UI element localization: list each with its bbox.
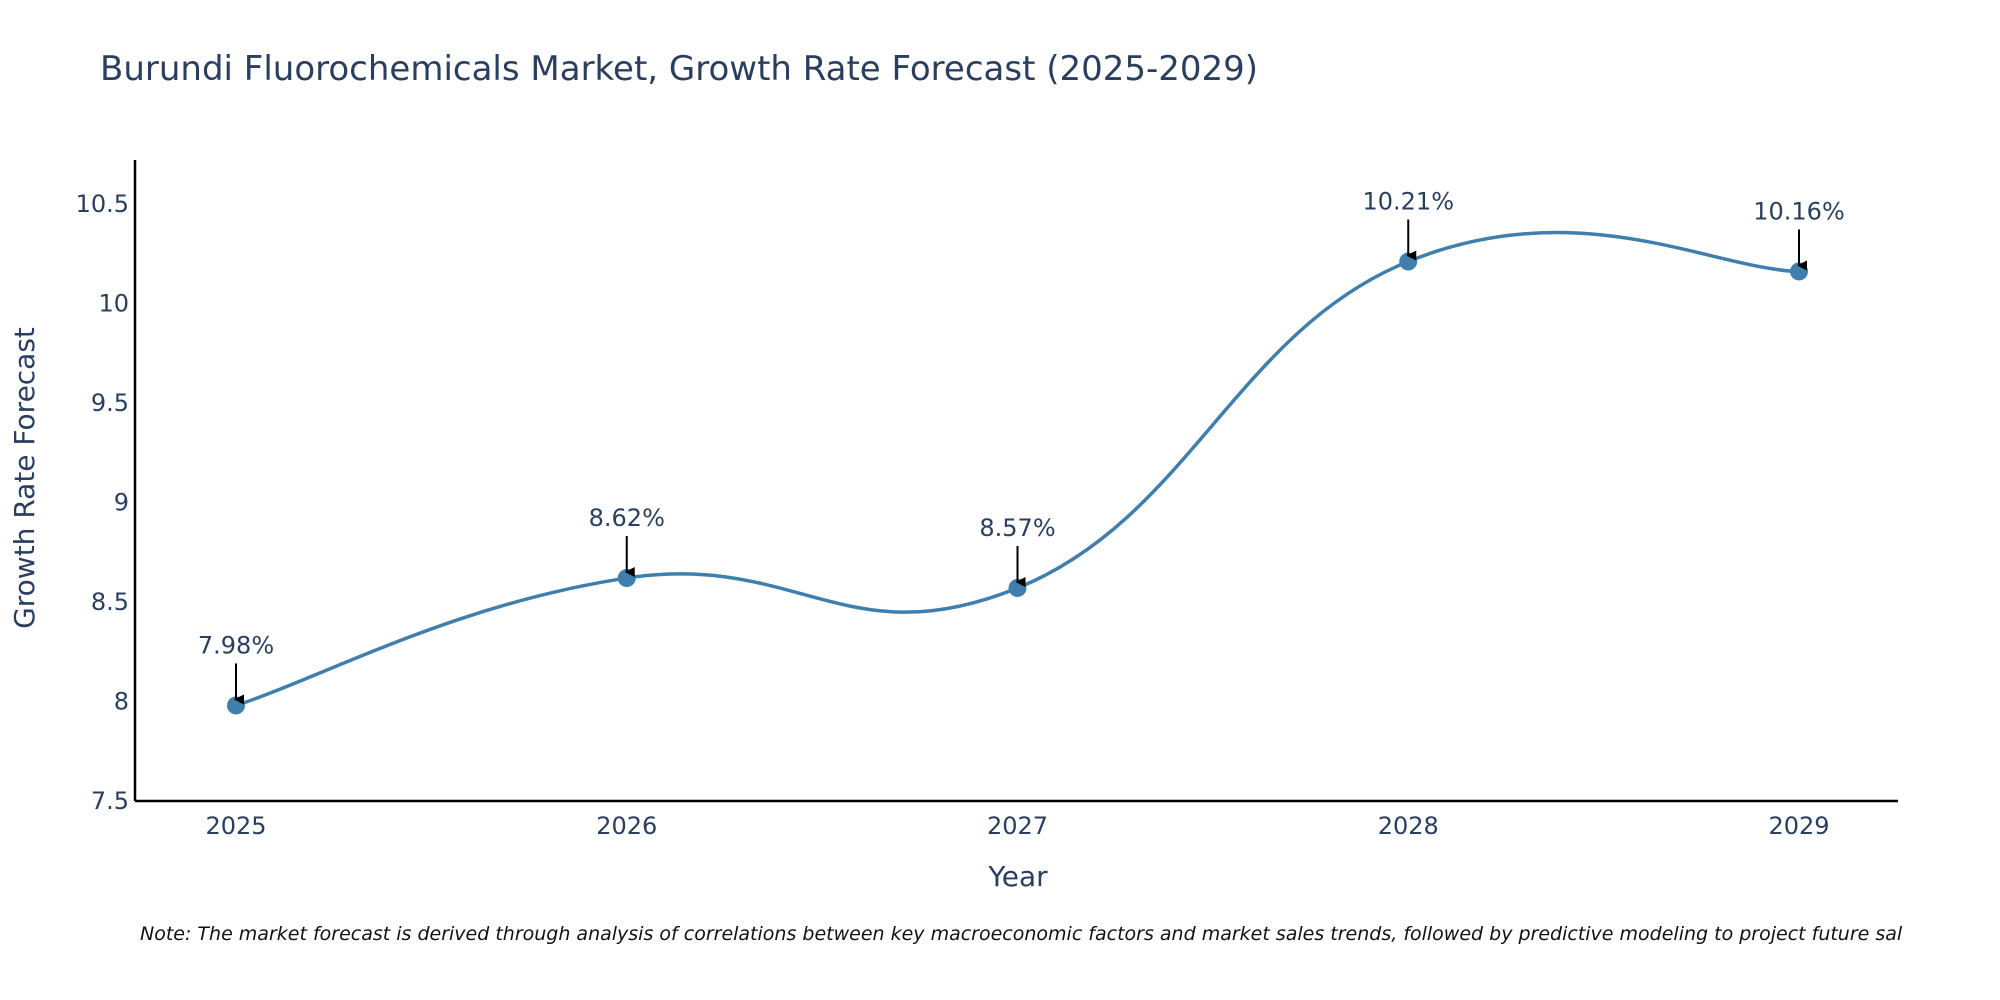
data-label: 8.62% xyxy=(589,504,665,532)
y-axis-title: Growth Rate Forecast xyxy=(8,327,41,629)
y-tick-label: 8 xyxy=(114,687,129,715)
y-tick-label: 9 xyxy=(114,488,129,516)
x-tick-label: 2028 xyxy=(1378,812,1439,840)
x-tick-label: 2026 xyxy=(596,812,657,840)
x-tick-label: 2029 xyxy=(1768,812,1829,840)
x-tick-label: 2027 xyxy=(987,812,1048,840)
data-label: 7.98% xyxy=(198,631,274,659)
y-axis-ticks: 7.5 8 8.5 9 9.5 10 10.5 xyxy=(76,190,129,815)
plot-area: 7.98% 8.62% 8.57% 10.21% 10.16% xyxy=(198,188,1845,715)
y-tick-label: 10.5 xyxy=(76,190,129,218)
x-axis-ticks: 2025 2026 2027 2028 2029 xyxy=(205,812,1829,840)
data-annotations: 7.98% 8.62% 8.57% 10.21% 10.16% xyxy=(198,188,1845,705)
x-tick-label: 2025 xyxy=(205,812,266,840)
y-tick-label: 10 xyxy=(98,289,129,317)
data-label: 8.57% xyxy=(979,514,1055,542)
data-markers xyxy=(227,252,1808,715)
y-tick-label: 9.5 xyxy=(91,389,129,417)
series-line xyxy=(235,230,1800,708)
data-label: 10.21% xyxy=(1362,188,1454,216)
chart-title: Burundi Fluorochemicals Market, Growth R… xyxy=(100,49,1258,89)
y-tick-label: 8.5 xyxy=(91,588,129,616)
y-tick-label: 7.5 xyxy=(91,787,129,815)
x-axis-title: Year xyxy=(987,860,1048,893)
data-label: 10.16% xyxy=(1753,197,1845,225)
footnote: Note: The market forecast is derived thr… xyxy=(140,923,1903,945)
